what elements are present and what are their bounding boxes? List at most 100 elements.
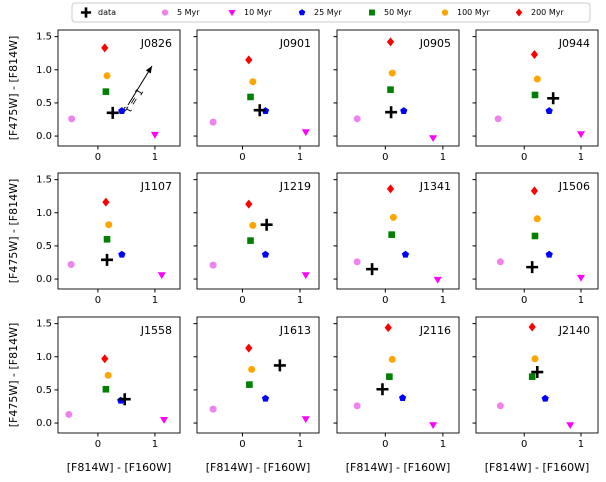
- x-tick-label: 0: [521, 439, 527, 450]
- panel-title: J1558: [140, 324, 172, 337]
- point: [530, 50, 539, 60]
- point: [160, 416, 169, 424]
- x-tick-label: 0: [521, 152, 527, 163]
- panel-title: J1613: [279, 324, 311, 337]
- panel-title: J0905: [419, 37, 451, 50]
- panel-title: J0826: [140, 37, 172, 50]
- point: [433, 276, 442, 284]
- point: [385, 106, 398, 119]
- x-axis-label: [F814W] - [F160W]: [485, 461, 590, 474]
- point: [366, 263, 379, 276]
- point: [576, 274, 585, 282]
- point: [157, 272, 166, 280]
- x-tick-label: 0: [521, 295, 527, 306]
- legend-marker: [80, 7, 92, 18]
- y-tick-label: 1.0: [36, 208, 52, 219]
- axes-frame: [336, 29, 460, 147]
- y-tick-label: 0.5: [36, 241, 52, 252]
- axes-frame: [196, 29, 320, 147]
- x-tick-label: 1: [152, 295, 158, 306]
- point: [496, 258, 504, 266]
- point: [526, 261, 539, 274]
- point: [528, 322, 536, 332]
- point: [531, 232, 539, 240]
- point: [566, 422, 575, 430]
- point: [68, 115, 76, 123]
- point: [494, 115, 502, 123]
- x-tick-label: 1: [152, 439, 158, 450]
- point: [388, 231, 395, 238]
- legend-marker: [441, 9, 449, 16]
- x-tick-label: 1: [440, 152, 446, 163]
- annotation-arrow: [127, 65, 153, 106]
- point: [384, 323, 392, 333]
- legend-marker: [228, 9, 236, 17]
- axes-frame: [336, 172, 460, 290]
- point: [547, 92, 560, 105]
- axes-frame: [196, 172, 320, 290]
- point: [245, 199, 253, 209]
- x-tick-label: 1: [297, 295, 303, 306]
- axes-frame: [475, 29, 599, 147]
- axes-frame: [196, 316, 320, 434]
- point: [353, 115, 361, 123]
- point: [353, 402, 361, 410]
- axes-frame: [475, 316, 599, 434]
- point: [388, 69, 396, 77]
- point: [118, 393, 131, 406]
- point: [531, 91, 539, 99]
- x-tick-label: 0: [239, 439, 245, 450]
- legend-marker: [298, 9, 306, 16]
- point: [531, 355, 539, 363]
- x-tick-label: 1: [440, 439, 446, 450]
- point: [261, 250, 270, 258]
- axes-frame: [475, 172, 599, 290]
- panel-title: J1219: [279, 180, 311, 193]
- point: [353, 258, 361, 266]
- axes-frame: [57, 316, 181, 434]
- point: [545, 250, 553, 258]
- x-tick-label: 0: [95, 439, 101, 450]
- panel-title: J2140: [558, 324, 590, 337]
- point: [150, 131, 159, 139]
- legend-label: 100 Myr: [457, 8, 490, 17]
- point: [429, 135, 438, 143]
- legend-label: 5 Myr: [177, 8, 200, 17]
- point: [261, 394, 270, 402]
- point: [388, 355, 396, 363]
- x-tick-label: 0: [95, 295, 101, 306]
- point: [102, 385, 110, 393]
- point: [530, 186, 539, 196]
- point: [102, 197, 110, 207]
- point: [246, 381, 253, 388]
- point: [247, 237, 254, 244]
- y-axis-label: [F475W] - [F814W]: [7, 323, 20, 428]
- x-axis-label: [F814W] - [F160W]: [67, 461, 172, 474]
- point: [301, 129, 310, 137]
- point: [301, 272, 310, 280]
- x-tick-label: 1: [297, 152, 303, 163]
- point: [209, 405, 217, 413]
- point: [401, 250, 410, 258]
- x-tick-label: 1: [440, 295, 446, 306]
- point: [260, 218, 273, 231]
- x-tick-label: 0: [382, 295, 388, 306]
- point: [386, 37, 395, 47]
- legend-box: [71, 2, 591, 23]
- panel-title: J0944: [558, 37, 590, 50]
- point: [531, 366, 544, 379]
- y-tick-label: 0.5: [36, 385, 52, 396]
- point: [245, 343, 253, 353]
- annotation-arrowhead: [145, 66, 152, 74]
- point: [541, 394, 549, 402]
- point: [104, 371, 112, 379]
- point: [103, 235, 111, 243]
- point: [101, 253, 114, 266]
- point: [398, 394, 407, 401]
- legend-label: 25 Myr: [314, 8, 342, 17]
- y-tick-label: 1.0: [36, 65, 52, 76]
- y-tick-label: 1.5: [36, 319, 52, 330]
- point: [301, 416, 310, 424]
- legend-label: 10 Myr: [244, 8, 272, 17]
